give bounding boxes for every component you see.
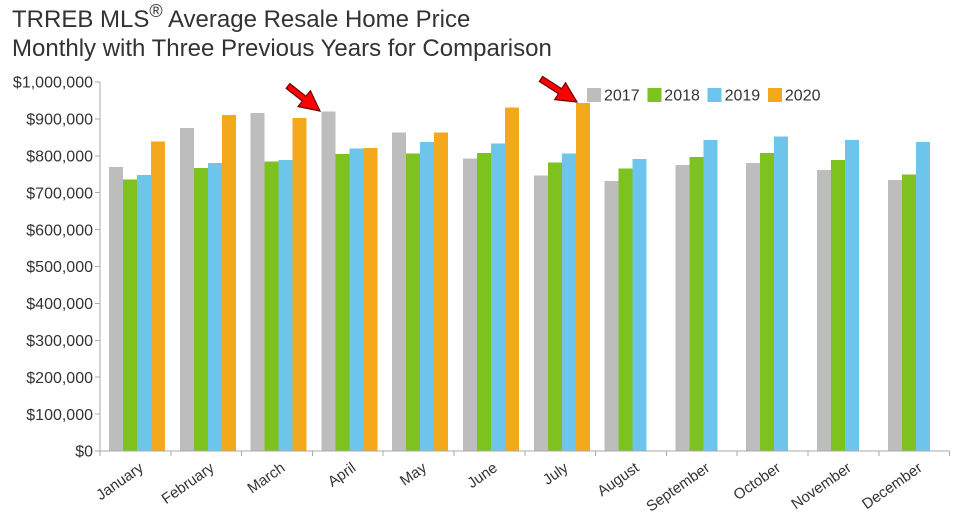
bar-2019-march xyxy=(278,160,293,451)
bar-2020-january xyxy=(151,141,165,451)
bar-2018-august xyxy=(618,168,633,451)
bar-2020-july xyxy=(575,103,590,452)
y-tick-label: $1,000,000 xyxy=(13,75,93,92)
legend-label: 2018 xyxy=(664,88,700,105)
y-axis: $0 $100,000 $200,000 $300,000 $400,000 $500,0… xyxy=(13,75,101,461)
bar-2019-september xyxy=(703,139,718,452)
bar-2020-may xyxy=(434,132,449,452)
bar-2017-december xyxy=(887,179,902,451)
y-tick-label: $300,000 xyxy=(26,333,93,350)
y-tick-label: $900,000 xyxy=(26,112,93,129)
annotation-arrow-july xyxy=(538,75,579,103)
bar-2019-june xyxy=(491,143,505,452)
legend-swatch xyxy=(587,88,601,102)
bar-2019-may xyxy=(420,141,435,451)
bar-2017-june xyxy=(463,158,477,451)
annotation-arrow-april xyxy=(285,82,322,112)
x-tick-label: September xyxy=(643,459,713,515)
bars xyxy=(109,103,930,452)
legend-item-2019: 2019 xyxy=(707,88,761,105)
bar-2017-march xyxy=(250,112,265,451)
y-tick-label: $200,000 xyxy=(26,370,93,387)
y-tick-label: $600,000 xyxy=(26,222,93,239)
bar-2017-april xyxy=(321,111,336,452)
bar-2018-december xyxy=(901,174,916,451)
bar-2018-october xyxy=(760,153,775,452)
legend-item-2017: 2017 xyxy=(587,88,640,105)
y-tick-label: $400,000 xyxy=(26,296,93,313)
bar-2018-november xyxy=(831,160,845,451)
bar-2019-february xyxy=(207,163,222,451)
x-tick-label: May xyxy=(397,459,430,489)
bar-2017-september xyxy=(675,165,690,451)
x-tick-label: January xyxy=(93,459,147,504)
x-tick-label: July xyxy=(540,459,572,489)
chart-subtitle: Monthly with Three Previous Years for Co… xyxy=(12,35,552,62)
x-tick-label: August xyxy=(594,459,643,500)
bar-2017-november xyxy=(817,169,831,451)
y-tick-label: $500,000 xyxy=(26,259,93,276)
legend-label: 2019 xyxy=(725,88,761,105)
chart-title: TRREB MLS® Average Resale Home Price xyxy=(12,1,471,33)
legend-item-2020: 2020 xyxy=(767,88,821,105)
bar-2018-september xyxy=(689,156,704,452)
bar-2018-july xyxy=(547,162,562,451)
bar-2019-january xyxy=(137,174,151,451)
bar-2019-july xyxy=(561,153,576,451)
y-tick-label: $700,000 xyxy=(26,185,93,202)
annotations xyxy=(285,75,579,112)
bar-2017-july xyxy=(533,175,548,451)
x-tick-label: February xyxy=(159,459,218,508)
bar-2019-october xyxy=(774,136,789,451)
legend-label: 2020 xyxy=(785,88,821,105)
bar-2018-february xyxy=(193,167,208,452)
x-tick-label: October xyxy=(730,459,783,504)
bar-2017-october xyxy=(746,163,761,451)
legend-label: 2017 xyxy=(604,88,640,105)
bar-2018-january xyxy=(123,179,137,451)
x-tick-label: December xyxy=(859,459,925,513)
x-tick-label: March xyxy=(244,459,288,497)
bar-2019-august xyxy=(632,158,647,451)
bar-2020-june xyxy=(505,107,519,451)
registered-mark: ® xyxy=(149,1,163,21)
bar-2020-march xyxy=(292,117,307,451)
y-tick-label: $100,000 xyxy=(26,407,93,424)
bar-2019-november xyxy=(845,139,859,452)
bar-2017-february xyxy=(179,127,194,452)
bar-2017-august xyxy=(604,180,619,451)
bar-2020-february xyxy=(221,115,236,452)
x-tick-label: November xyxy=(788,459,854,513)
y-tick-label: $800,000 xyxy=(26,149,93,166)
y-tick-label: $0 xyxy=(75,444,93,461)
legend-item-2018: 2018 xyxy=(647,88,700,105)
x-axis: January February March April May June July Augu… xyxy=(93,450,951,515)
bar-2019-april xyxy=(349,148,364,452)
bar-2018-may xyxy=(406,153,421,451)
bar-2019-december xyxy=(915,141,930,451)
bar-2018-june xyxy=(477,152,491,451)
legend-swatch xyxy=(707,88,722,102)
legend-swatch xyxy=(647,88,662,102)
legend: 2017 2018 2019 2020 xyxy=(587,88,821,105)
legend-swatch xyxy=(767,88,782,102)
bar-2017-january xyxy=(109,166,123,451)
bar-2020-april xyxy=(363,148,378,451)
x-tick-label: June xyxy=(464,459,500,492)
x-tick-label: April xyxy=(325,459,359,490)
bar-2017-may xyxy=(392,132,407,452)
bar-2018-march xyxy=(264,161,279,452)
bar-2018-april xyxy=(335,153,350,451)
